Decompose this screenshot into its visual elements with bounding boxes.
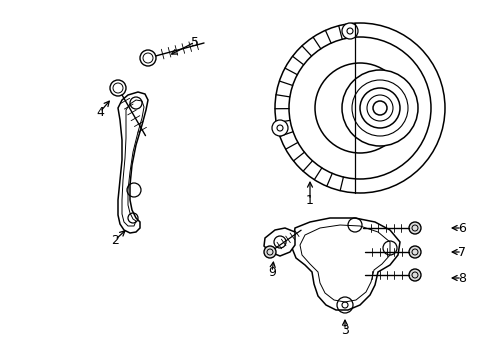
Text: 4: 4 — [96, 105, 104, 118]
Circle shape — [314, 63, 404, 153]
Circle shape — [264, 246, 275, 258]
Polygon shape — [122, 100, 143, 226]
Text: 6: 6 — [457, 221, 465, 234]
Text: 1: 1 — [305, 194, 313, 207]
Polygon shape — [299, 225, 389, 302]
Polygon shape — [118, 92, 148, 233]
Circle shape — [408, 269, 420, 281]
Circle shape — [271, 120, 287, 136]
Text: 7: 7 — [457, 246, 465, 258]
Circle shape — [140, 50, 156, 66]
Circle shape — [110, 80, 126, 96]
Circle shape — [341, 70, 417, 146]
Text: 3: 3 — [340, 324, 348, 337]
Circle shape — [274, 23, 444, 193]
Circle shape — [408, 246, 420, 258]
Text: 5: 5 — [191, 36, 199, 49]
Circle shape — [372, 101, 386, 115]
Circle shape — [341, 23, 357, 39]
Polygon shape — [264, 228, 294, 256]
Polygon shape — [291, 218, 399, 310]
Text: 9: 9 — [267, 266, 275, 279]
Text: 8: 8 — [457, 271, 465, 284]
Circle shape — [288, 37, 430, 179]
Text: 2: 2 — [111, 234, 119, 247]
Circle shape — [408, 222, 420, 234]
